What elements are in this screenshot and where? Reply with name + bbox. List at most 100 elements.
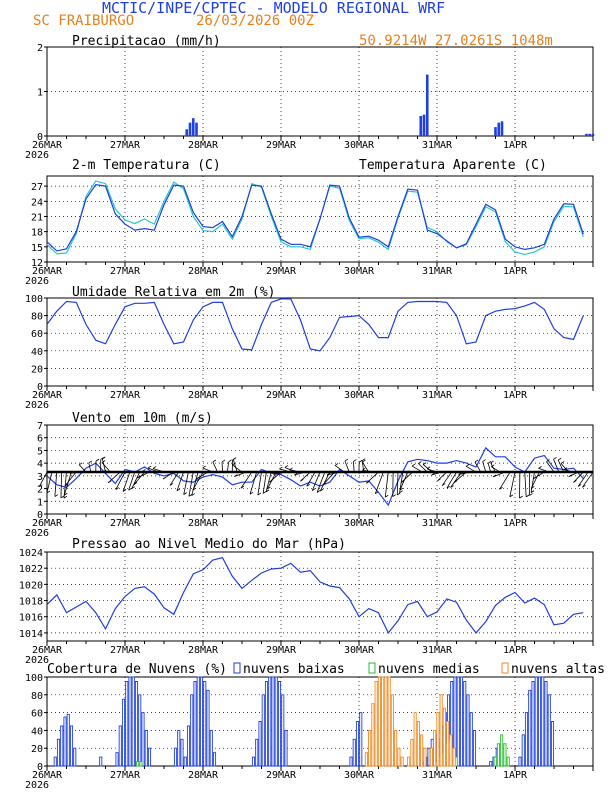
wind-barb — [128, 471, 136, 491]
cloud-bar-2 — [374, 681, 378, 767]
wind-barb-head — [446, 485, 451, 489]
cloud-bar-2 — [371, 703, 375, 767]
wind-barb-head — [300, 478, 304, 482]
wind-barb-head — [233, 457, 237, 460]
temp-xtick-label: 29MAR — [266, 266, 297, 277]
wind-barb — [374, 471, 384, 494]
precip-xtick-label: 30MAR — [344, 140, 375, 151]
wind-barb-head — [63, 495, 68, 499]
precip-bar — [588, 133, 592, 136]
wind-barb — [38, 471, 48, 487]
wind-barb — [353, 461, 355, 473]
wind-barb-head — [128, 487, 132, 491]
wind-barb-head — [249, 491, 254, 495]
wind-barb-head — [202, 465, 206, 469]
slp-frame — [46, 551, 594, 642]
wind-barb-head — [240, 485, 245, 489]
wind-barb — [311, 471, 321, 491]
slp-xtick-label: 28MAR — [188, 645, 219, 656]
temp-series-line-1 — [46, 180, 584, 256]
cloud-bar-0 — [537, 676, 542, 767]
wind-xtick-label: 31MAR — [422, 518, 453, 529]
cloud-bar-0 — [118, 725, 122, 767]
cloud-bar-0 — [138, 694, 142, 767]
wind-barb-head — [88, 460, 93, 464]
cloud-bar-1 — [136, 761, 140, 767]
cloud-bar-2 — [368, 729, 372, 767]
wind-barb-head — [101, 460, 106, 463]
wind-barb — [530, 471, 540, 489]
wind-barb-head — [530, 490, 535, 493]
wind-ytick-label: 3 — [37, 472, 43, 483]
wind-barb-head — [531, 486, 535, 489]
slp-panel: 1014 1016 1018 1020 1022 1024 26MAR 27MAR 28MAR 2… — [19, 537, 594, 666]
precip-xtick-label: 28MAR — [188, 140, 219, 151]
temp-title: 2-m Temperatura (C) — [72, 158, 221, 173]
wind-barb-head — [334, 463, 339, 466]
cloud-bar-0 — [255, 738, 259, 767]
wind-barb-head — [491, 464, 495, 468]
wind-xtick-label: 27MAR — [110, 518, 141, 529]
cloud-bar-2 — [410, 738, 414, 767]
cloud-bar-0 — [212, 752, 217, 767]
cloud-bar-0 — [274, 676, 278, 767]
wind-barb-head — [399, 490, 403, 493]
wind-series-line-0 — [46, 446, 584, 507]
cloud-bar-1 — [500, 734, 504, 767]
cloud-bar-0 — [63, 716, 67, 767]
rh-series-line-0 — [46, 298, 584, 352]
cloud-bar-0 — [56, 738, 61, 767]
wind-barb-head — [411, 463, 416, 467]
rh-xtick-label: 30MAR — [344, 390, 375, 401]
clouds-ytick-label: 0 — [37, 762, 43, 773]
wind-barb-head — [64, 483, 69, 487]
wind-barb — [232, 459, 238, 473]
wind-barb-head — [176, 488, 181, 492]
cloud-bar-2 — [439, 694, 443, 767]
wind-barb-head — [563, 467, 568, 471]
cloud-bar-2 — [446, 721, 450, 767]
wind-barb-head — [107, 480, 112, 484]
precip-xtick-label: 29MAR — [266, 140, 297, 151]
wind-ytick-label: 7 — [37, 421, 43, 432]
wind-barb-head — [137, 475, 141, 479]
wind-barb-head — [375, 491, 379, 495]
temp-xtick-label: 26MAR — [32, 266, 63, 277]
rh-panel: 0 20 40 60 80 100 26MAR 27MAR 28MAR 29MAR 30MAR 31M… — [25, 285, 594, 411]
cloud-bar-2 — [433, 729, 437, 767]
wind-barb-head — [418, 461, 422, 464]
wind-barb — [131, 471, 140, 489]
wind-barb-head — [431, 472, 435, 476]
slp-ytick-label: 1022 — [19, 564, 43, 575]
wind-barb-head — [358, 459, 363, 463]
precip-bar — [591, 133, 595, 136]
precip-xtick-label: 27MAR — [110, 140, 141, 151]
wind-barb-head — [401, 480, 405, 483]
precip-bar — [585, 133, 588, 136]
clouds-xtick-label: 1APR — [503, 770, 528, 781]
wind-barb-head — [228, 459, 232, 463]
wind-barb — [88, 462, 92, 473]
cloud-bar-0 — [261, 694, 265, 767]
cloud-bar-0 — [186, 725, 191, 767]
temp-ytick-label: 21 — [31, 212, 43, 223]
cloud-bar-2 — [390, 694, 394, 767]
rh-ytick-label: 20 — [31, 364, 43, 375]
cloud-bar-2 — [387, 676, 391, 767]
cloud-bar-0 — [128, 676, 132, 767]
cloud-bar-1 — [139, 761, 143, 767]
slp-xtick-label: 26MAR — [32, 645, 63, 656]
slp-ytick-label: 1016 — [19, 613, 43, 624]
wind-barb-head — [306, 483, 310, 487]
wind-barb-head — [573, 480, 577, 483]
wind-barb-head — [437, 478, 441, 482]
wind-barb — [122, 471, 131, 492]
wind-barb-head — [546, 459, 550, 462]
wind-barb-head — [385, 494, 389, 498]
wind-barb-head — [257, 492, 262, 496]
wind-barb-head — [191, 493, 195, 496]
cloud-legend-swatch-1 — [368, 662, 376, 674]
clouds-ytick-label: 60 — [31, 709, 43, 720]
cloud-bar-1 — [503, 743, 507, 767]
wind-barb-head — [519, 495, 523, 499]
